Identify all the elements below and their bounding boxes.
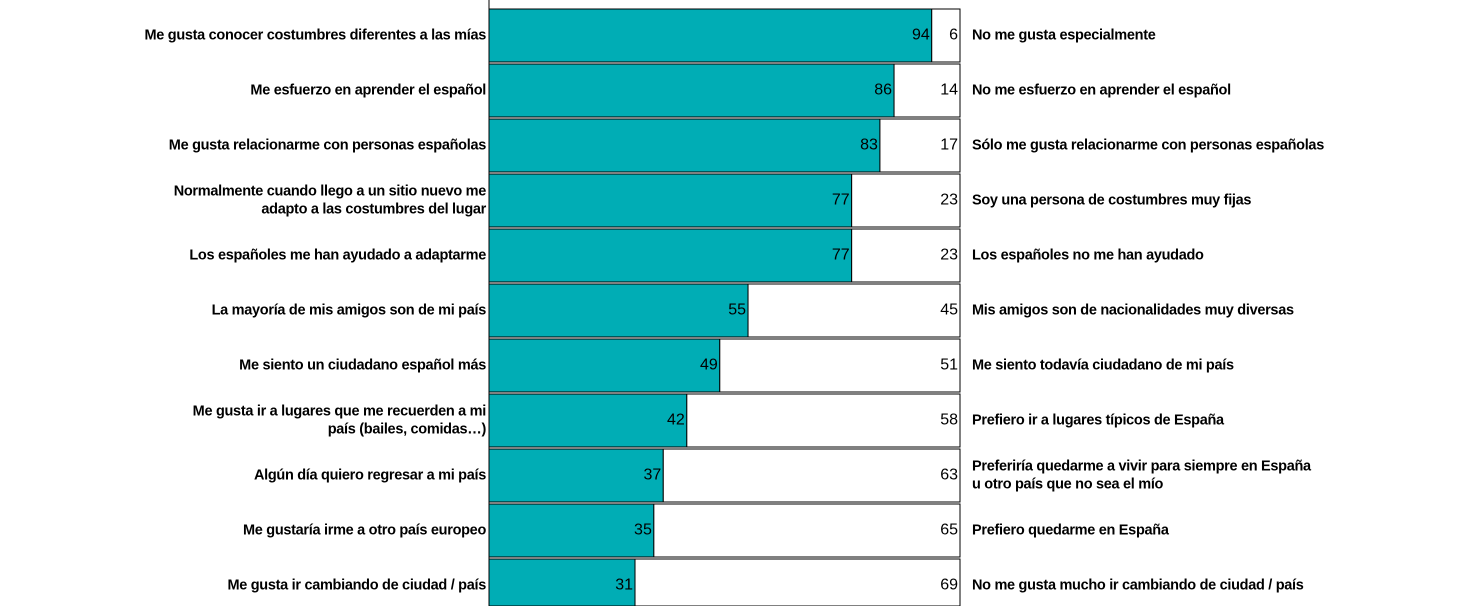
row-label: Prefiero quedarme en España xyxy=(972,522,1170,538)
value-label: 31 xyxy=(615,577,633,594)
bar-segment xyxy=(488,173,853,228)
row-label: Me gusta conocer costumbres diferentes a… xyxy=(145,27,487,43)
bar-segment xyxy=(488,228,853,283)
row-label: Prefiero ir a lugares típicos de España xyxy=(972,412,1225,428)
row-label: Me siento todavía ciudadano de mi país xyxy=(972,357,1234,373)
value-label: 17 xyxy=(940,137,958,154)
row-label: Me siento un ciudadano español más xyxy=(239,357,486,373)
value-label: 45 xyxy=(940,302,958,319)
bar-segment xyxy=(634,558,961,606)
value-label: 58 xyxy=(940,412,958,429)
value-label: 94 xyxy=(912,27,930,44)
row-label: Los españoles no me han ayudado xyxy=(972,247,1204,263)
row-label: La mayoría de mis amigos son de mi país xyxy=(212,302,487,318)
bar-segment xyxy=(931,8,961,63)
bar-segment xyxy=(851,228,961,283)
bar-segment xyxy=(879,118,961,173)
value-label: 55 xyxy=(728,302,746,319)
value-label: 14 xyxy=(940,82,958,99)
value-label: 6 xyxy=(949,27,958,44)
row-label: Preferiría quedarme a vivir para siempre… xyxy=(972,458,1312,474)
value-label: 86 xyxy=(874,82,892,99)
bar-segment xyxy=(488,393,688,448)
row-label: Me gusta ir cambiando de ciudad / país xyxy=(227,577,486,593)
value-label: 37 xyxy=(643,467,661,484)
bar-segment xyxy=(488,338,721,393)
bar-segment xyxy=(851,173,961,228)
value-label: 63 xyxy=(940,467,958,484)
row-label: u otro país que no sea el mío xyxy=(972,476,1164,492)
row-label: Me esfuerzo en aprender el español xyxy=(250,82,486,98)
bar-segment xyxy=(488,503,655,558)
row-label: Me gusta ir a lugares que me recuerden a… xyxy=(193,403,486,419)
value-label: 77 xyxy=(832,192,850,209)
bar-segment xyxy=(893,63,961,118)
value-label: 23 xyxy=(940,192,958,209)
row-label: Algún día quiero regresar a mi país xyxy=(254,467,486,483)
row-label: Mis amigos son de nacionalidades muy div… xyxy=(972,302,1294,318)
bar-segment xyxy=(488,8,933,63)
bar-segment xyxy=(719,338,961,393)
bar-segment xyxy=(747,283,961,338)
value-label: 49 xyxy=(700,357,718,374)
row-label: Sólo me gusta relacionarme con personas … xyxy=(972,137,1324,153)
value-label: 35 xyxy=(634,522,652,539)
row-label: No me gusta mucho ir cambiando de ciudad… xyxy=(972,577,1304,593)
value-label: 23 xyxy=(940,247,958,264)
row-label: adapto a las costumbres del lugar xyxy=(261,201,486,217)
bar-segment xyxy=(488,448,664,503)
row-label: Soy una persona de costumbres muy fijas xyxy=(972,192,1251,208)
bar-segment xyxy=(488,558,636,606)
bar-segment xyxy=(488,63,895,118)
row-label: país (bailes, comidas…) xyxy=(328,421,487,437)
row-label: No me esfuerzo en aprender el español xyxy=(972,82,1231,98)
bar-segment xyxy=(488,118,881,173)
value-label: 69 xyxy=(940,577,958,594)
value-label: 51 xyxy=(940,357,958,374)
value-label: 83 xyxy=(860,137,878,154)
row-label: No me gusta especialmente xyxy=(972,27,1156,43)
bar-segment xyxy=(662,448,961,503)
bar-segment xyxy=(653,503,961,558)
row-label: Me gustaría irme a otro país europeo xyxy=(243,522,486,538)
row-label: Me gusta relacionarme con personas españ… xyxy=(169,137,486,153)
bar-segment xyxy=(686,393,961,448)
value-label: 65 xyxy=(940,522,958,539)
bar-segment xyxy=(488,283,749,338)
row-label: Normalmente cuando llego a un sitio nuev… xyxy=(174,183,487,199)
value-label: 77 xyxy=(832,247,850,264)
row-label: Los españoles me han ayudado a adaptarme xyxy=(189,247,486,263)
value-label: 42 xyxy=(667,412,685,429)
